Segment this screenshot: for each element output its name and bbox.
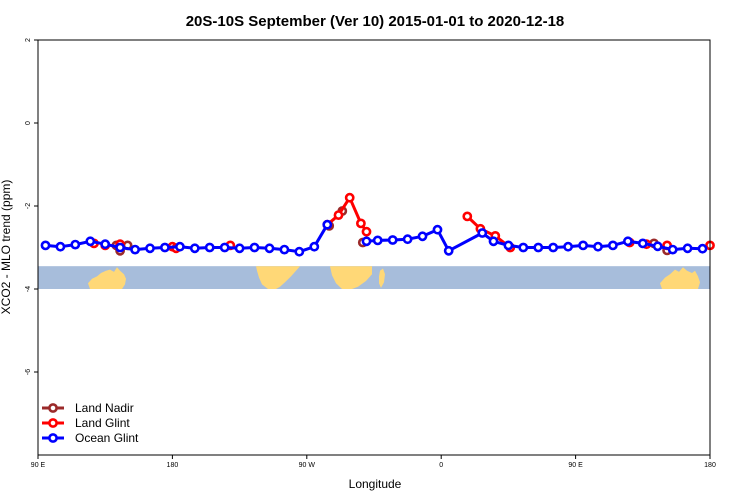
x-tick-label: 90 E	[568, 462, 583, 469]
data-point-ocean-glint	[219, 242, 230, 253]
data-point-ocean-glint	[548, 242, 559, 253]
data-point-ocean-glint	[249, 242, 260, 253]
data-point-land-glint	[462, 211, 473, 222]
data-point-ocean-glint	[70, 239, 81, 250]
data-point-ocean-glint	[503, 240, 514, 251]
data-point-ocean-glint	[279, 244, 290, 255]
y-tick-label: -4	[25, 286, 32, 292]
data-point-ocean-glint	[159, 242, 170, 253]
x-tick-label: 180	[704, 462, 716, 469]
series-line-land-glint	[466, 215, 512, 249]
data-point-ocean-glint	[593, 241, 603, 252]
x-tick-label: 90 W	[299, 462, 316, 469]
data-point-land-glint	[361, 226, 372, 237]
data-point-ocean-glint	[361, 236, 372, 247]
map-band	[38, 266, 710, 289]
data-point-ocean-glint	[264, 243, 275, 254]
data-point-ocean-glint	[189, 243, 200, 254]
data-point-ocean-glint	[204, 242, 215, 253]
data-point-ocean-glint	[100, 239, 111, 250]
legend-marker-land-nadir	[48, 403, 58, 413]
data-point-ocean-glint	[130, 244, 140, 255]
legend-label-land-glint: Land Glint	[75, 416, 130, 430]
data-point-ocean-glint	[578, 240, 588, 251]
data-point-ocean-glint	[652, 241, 663, 252]
data-point-ocean-glint	[40, 240, 51, 251]
data-point-ocean-glint	[174, 241, 185, 252]
legend-label-ocean-glint: Ocean Glint	[75, 431, 139, 445]
data-point-ocean-glint	[667, 244, 678, 255]
x-tick-label: 90 E	[31, 462, 46, 469]
data-point-ocean-glint	[234, 243, 245, 254]
x-tick-label: 0	[439, 462, 443, 469]
data-point-ocean-glint	[309, 241, 320, 252]
data-point-ocean-glint	[682, 243, 693, 254]
data-point-land-glint	[333, 210, 344, 220]
data-point-ocean-glint	[372, 235, 383, 246]
x-axis-label: Longitude	[349, 477, 402, 491]
data-point-ocean-glint	[637, 238, 648, 249]
land-australia-east	[660, 267, 700, 289]
data-point-ocean-glint	[623, 236, 633, 247]
y-tick-label: -2	[25, 203, 32, 209]
legend-marker-land-glint	[48, 418, 58, 428]
legend-label-land-nadir: Land Nadir	[75, 401, 134, 415]
data-point-ocean-glint	[417, 231, 428, 242]
data-point-ocean-glint	[477, 228, 488, 238]
y-axis-label: XCO2 - MLO trend (ppm)	[0, 180, 13, 315]
y-axis: 2 0 -2 -4 -6	[25, 38, 38, 375]
y-tick-label: 2	[25, 38, 32, 42]
series-ocean-glint	[40, 219, 708, 257]
data-point-ocean-glint	[294, 246, 305, 257]
data-point-ocean-glint	[55, 241, 66, 252]
land-africa	[330, 266, 372, 289]
data-point-ocean-glint	[402, 234, 413, 245]
data-point-ocean-glint	[85, 236, 96, 247]
plot-frame	[37, 39, 711, 456]
land-south-america	[256, 266, 300, 289]
x-axis: 90 E 180 90 W 0 90 E 180	[31, 455, 716, 469]
data-point-ocean-glint	[697, 243, 708, 254]
legend-marker-ocean-glint	[48, 433, 58, 443]
data-point-ocean-glint	[608, 240, 618, 251]
data-point-ocean-glint	[443, 245, 454, 256]
x-tick-label: 180	[167, 462, 179, 469]
data-point-land-glint	[355, 218, 366, 229]
land-australia-west	[88, 267, 126, 289]
data-point-ocean-glint	[322, 219, 333, 230]
data-point-ocean-glint	[563, 241, 573, 252]
data-point-ocean-glint	[387, 235, 398, 245]
data-point-ocean-glint	[488, 236, 499, 247]
y-tick-label: -6	[25, 369, 32, 375]
y-tick-label: 0	[25, 121, 32, 125]
series-layer	[40, 192, 715, 257]
land-madagascar	[379, 268, 385, 288]
data-point-ocean-glint	[518, 242, 529, 253]
ocean-band	[38, 266, 710, 289]
data-point-ocean-glint	[533, 242, 544, 253]
data-point-ocean-glint	[115, 242, 125, 253]
data-point-ocean-glint	[432, 224, 443, 235]
data-point-ocean-glint	[145, 243, 155, 254]
chart-title: 20S-10S September (Ver 10) 2015-01-01 to…	[186, 13, 565, 30]
data-point-land-glint	[344, 192, 355, 203]
